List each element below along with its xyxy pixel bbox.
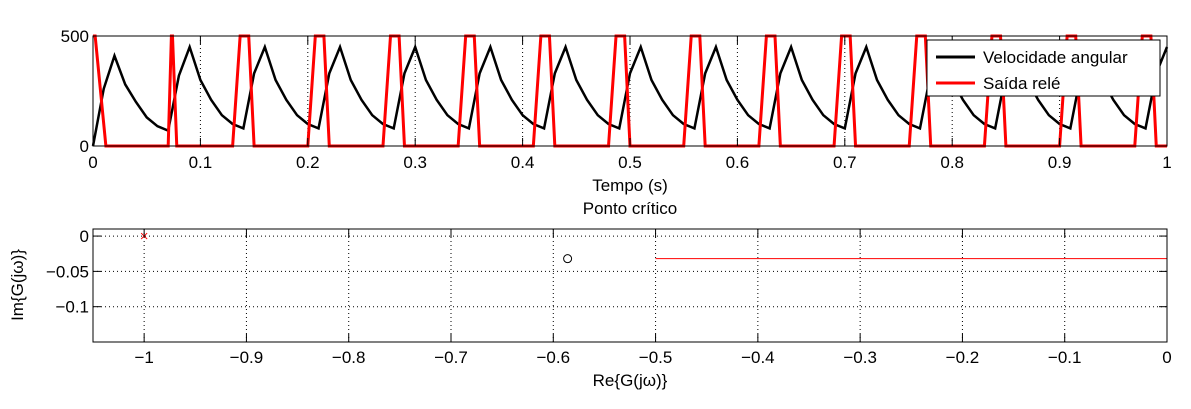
time-plot-legend: Velocidade angular Saída relé [926,39,1161,97]
legend-label-velocidade: Velocidade angular [983,48,1128,67]
critical-xtick-label: −0.2 [946,348,980,367]
time-ytick-label: 500 [61,27,89,46]
time-xtick-label: 0.7 [833,153,857,172]
critical-xtick-label: −0.5 [639,348,673,367]
time-xtick-label: 0.2 [296,153,320,172]
critical-xtick-label: 0 [1162,348,1171,367]
critical-xtick-label: −0.1 [1048,348,1082,367]
critical-plot-background [93,229,1167,342]
critical-plot-ylabel: Im{G(jω)} [8,249,27,321]
critical-xtick-label: −0.3 [843,348,877,367]
critical-plot-y-ticks: 0 −0.05 −0.1 [46,227,1167,317]
critical-plot-title: Ponto crítico [583,199,678,218]
critical-xtick-label: −1 [134,348,153,367]
critical-plot-frame [92,228,1168,343]
time-xtick-label: 0.4 [511,153,535,172]
time-xtick-label: 0.5 [618,153,642,172]
critical-ytick-label: 0 [80,227,89,246]
critical-ytick-label: −0.1 [55,298,89,317]
time-ytick-label: 0 [80,137,89,156]
time-xtick-label: 0.6 [726,153,750,172]
critical-xtick-label: −0.8 [332,348,366,367]
critical-plot-x-ticks: −1 −0.9 −0.8 −0.7 −0.6 −0.5 −0.4 −0.3 −0.2 −0.1 0 [134,229,1172,367]
time-response-plot: 0 0.1 0.2 0.3 0.4 0.5 0.6 0.7 0.8 0.9 1 0 500 Tempo… [61,27,1172,195]
time-xtick-label: 0.1 [189,153,213,172]
critical-plot-xlabel: Re{G(jω)} [593,371,668,390]
critical-xtick-label: −0.7 [434,348,468,367]
critical-xtick-label: −0.4 [741,348,775,367]
time-xtick-label: 1 [1162,153,1171,172]
legend-label-rele: Saída relé [983,74,1061,93]
time-plot-xlabel: Tempo (s) [592,176,668,195]
critical-point-plot: Ponto crítico −1 −0.9 −0.8 −0.7 −0.6 −0.5 −0.4… [8,199,1172,390]
time-plot-x-ticks: 0 0.1 0.2 0.3 0.4 0.5 0.6 0.7 0.8 0.9 1 [88,36,1172,172]
describing-function-circle-marker [563,254,573,264]
critical-xtick-label: −0.9 [230,348,264,367]
time-plot-y-ticks: 0 500 [61,27,1167,156]
critical-ytick-label: −0.05 [46,262,89,281]
time-xtick-label: 0.9 [1048,153,1072,172]
series-velocidade-angular-line [91,43,1169,147]
time-xtick-label: 0.3 [403,153,427,172]
time-xtick-label: 0.8 [940,153,964,172]
critical-xtick-label: −0.6 [537,348,571,367]
time-xtick-label: 0 [88,153,97,172]
legend-box [926,39,1161,97]
